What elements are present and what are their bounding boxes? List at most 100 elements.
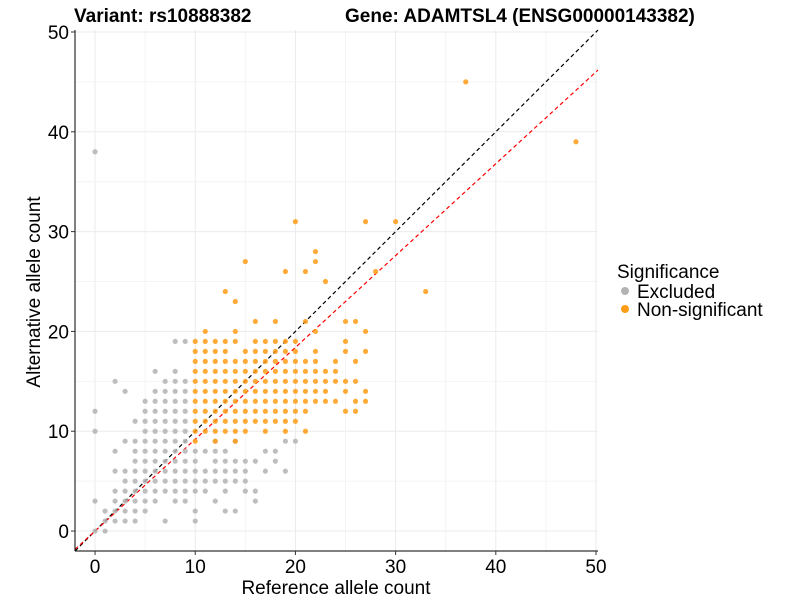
point-excluded <box>152 408 158 414</box>
point-non-significant <box>242 258 248 265</box>
point-excluded <box>152 458 158 464</box>
point-non-significant <box>232 298 238 305</box>
point-non-significant <box>252 368 258 374</box>
point-excluded <box>172 498 178 504</box>
point-excluded <box>182 338 188 345</box>
point-non-significant <box>362 219 369 225</box>
point-excluded <box>242 458 248 464</box>
point-excluded <box>152 398 158 404</box>
point-excluded <box>182 478 188 484</box>
legend-swatch-non-significant <box>621 305 629 313</box>
point-excluded <box>132 448 138 454</box>
legend-label-non-significant: Non-significant <box>637 300 763 321</box>
point-excluded <box>132 478 138 484</box>
y-tick-label: 30 <box>48 223 69 244</box>
point-non-significant <box>322 398 329 404</box>
point-excluded <box>212 478 218 484</box>
point-non-significant <box>212 348 218 354</box>
point-excluded <box>182 388 188 394</box>
point-excluded <box>172 428 178 434</box>
y-tick-label: 10 <box>48 422 69 443</box>
point-non-significant <box>242 418 248 424</box>
point-excluded <box>152 468 158 474</box>
point-excluded <box>162 378 168 384</box>
point-excluded <box>112 508 118 514</box>
point-excluded <box>222 478 228 484</box>
point-non-significant <box>312 368 319 374</box>
point-non-significant <box>222 418 228 424</box>
point-non-significant <box>302 358 309 364</box>
point-excluded <box>142 468 148 474</box>
point-excluded <box>172 408 178 414</box>
point-non-significant <box>262 418 268 424</box>
point-non-significant <box>232 378 238 384</box>
point-non-significant <box>342 388 349 394</box>
point-non-significant <box>302 388 309 394</box>
point-non-significant <box>222 338 228 345</box>
point-non-significant <box>252 408 258 414</box>
point-non-significant <box>322 368 329 374</box>
point-excluded <box>132 468 138 474</box>
legend-label-excluded: Excluded <box>637 282 715 303</box>
y-tick-label: 50 <box>48 23 69 44</box>
point-non-significant <box>302 378 309 384</box>
point-excluded <box>132 458 138 464</box>
point-non-significant <box>232 438 238 444</box>
y-axis-title: Alternative allele count <box>24 196 45 388</box>
point-excluded <box>182 468 188 474</box>
point-non-significant <box>212 438 218 444</box>
point-non-significant <box>322 388 329 394</box>
legend-swatch-excluded <box>621 287 629 295</box>
point-excluded <box>252 458 258 464</box>
point-excluded <box>292 438 299 444</box>
point-non-significant <box>342 408 349 414</box>
point-non-significant <box>222 428 228 434</box>
point-non-significant <box>292 398 299 404</box>
point-excluded <box>132 508 138 514</box>
point-non-significant <box>232 408 238 414</box>
point-excluded <box>172 468 178 474</box>
point-non-significant <box>292 338 299 345</box>
point-excluded <box>112 498 118 504</box>
point-non-significant <box>262 388 268 394</box>
legend: Significance Excluded Non-significant <box>617 262 763 321</box>
point-excluded <box>282 468 289 474</box>
point-excluded <box>172 448 178 454</box>
point-non-significant <box>212 388 218 394</box>
point-excluded <box>282 438 289 444</box>
point-excluded <box>122 478 128 484</box>
point-excluded <box>212 448 218 454</box>
point-non-significant <box>262 338 268 345</box>
point-non-significant <box>312 348 319 354</box>
point-excluded <box>132 498 138 504</box>
point-excluded <box>192 458 198 464</box>
x-tick-label: 10 <box>185 557 206 578</box>
point-non-significant <box>393 219 399 225</box>
point-non-significant <box>272 398 278 404</box>
point-non-significant <box>232 398 238 404</box>
point-excluded <box>182 408 188 414</box>
point-excluded <box>182 398 188 404</box>
chart-title-variant: Variant: rs10888382 <box>74 6 251 27</box>
point-non-significant <box>202 358 208 364</box>
point-non-significant <box>212 338 218 345</box>
point-non-significant <box>282 428 289 434</box>
point-excluded <box>222 448 228 454</box>
point-non-significant <box>342 378 349 384</box>
point-non-significant <box>352 318 359 325</box>
point-non-significant <box>282 398 289 404</box>
point-excluded <box>152 438 158 444</box>
point-non-significant <box>272 338 278 345</box>
point-non-significant <box>312 258 319 265</box>
point-non-significant <box>212 418 218 424</box>
point-non-significant <box>202 338 208 345</box>
point-excluded <box>182 448 188 454</box>
point-non-significant <box>282 408 289 414</box>
point-non-significant <box>192 388 198 394</box>
point-non-significant <box>352 378 359 384</box>
point-non-significant <box>282 418 289 424</box>
point-excluded <box>212 498 218 504</box>
point-non-significant <box>292 219 299 225</box>
point-non-significant <box>272 408 278 414</box>
point-non-significant <box>302 408 309 414</box>
